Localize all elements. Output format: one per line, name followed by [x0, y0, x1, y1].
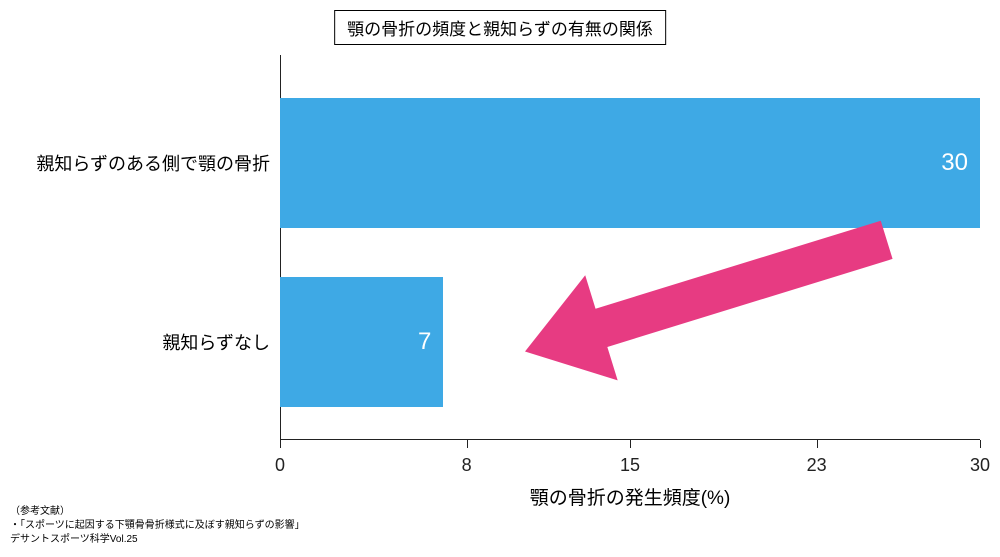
bar-value-label: 7: [418, 328, 431, 356]
bar: 30: [280, 98, 980, 228]
reference-line: デサントスポーツ科学Vol.25: [10, 533, 305, 547]
y-category-label: 親知らずなし: [162, 329, 270, 355]
bar-value-label: 30: [941, 149, 968, 177]
chart-title: 顎の骨折の頻度と親知らずの有無の関係: [334, 10, 666, 45]
reference-line: （参考文献）: [10, 505, 305, 519]
x-tick-label: 0: [275, 455, 285, 476]
bar: 7: [280, 277, 443, 407]
x-tick-label: 30: [970, 455, 990, 476]
chart-plot-area: 30708152330顎の骨折の発生頻度(%): [280, 55, 980, 440]
x-axis-title: 顎の骨折の発生頻度(%): [530, 483, 731, 510]
y-category-label: 親知らずのある側で顎の骨折: [36, 150, 270, 176]
reference-block: （参考文献） ・「スポーツに起因する下顎骨骨折様式に及ぼす親知らずの影響」 デサ…: [10, 505, 305, 547]
x-tick-label: 23: [807, 455, 827, 476]
reference-line: ・「スポーツに起因する下顎骨骨折様式に及ぼす親知らずの影響」: [10, 519, 305, 533]
x-tick-label: 15: [620, 455, 640, 476]
x-tick-label: 8: [462, 455, 472, 476]
